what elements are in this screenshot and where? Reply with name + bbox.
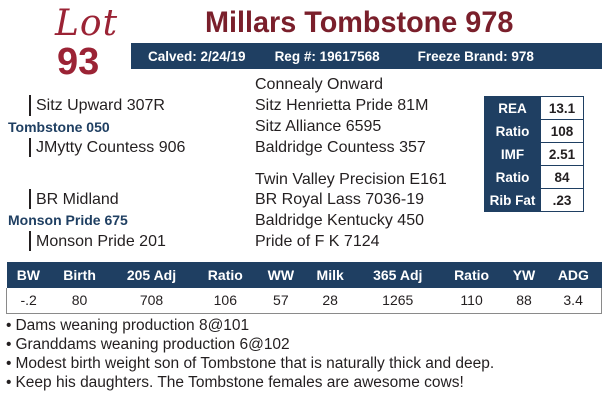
pedigree-line: [29, 138, 31, 157]
pedigree-ggs1: Connealy Onward: [255, 76, 384, 93]
epd-label: Ratio: [484, 119, 541, 143]
column-header: 205 Adj: [108, 262, 195, 288]
list-item: Modest birth weight son of Tombstone tha…: [6, 354, 602, 373]
column-header: YW: [502, 262, 546, 288]
table-cell: 57: [256, 288, 306, 314]
epd-label: REA: [484, 96, 541, 120]
table-cell: 106: [194, 288, 257, 314]
column-header: Ratio: [440, 262, 503, 288]
lot-label: Lot: [55, 3, 119, 44]
epd-label: Ratio: [484, 165, 541, 189]
pedigree-ggs3: Twin Valley Precision E161: [255, 171, 447, 188]
table-cell: 3.4: [545, 288, 603, 314]
epd-value: 13.1: [540, 96, 584, 120]
table-cell: 88: [502, 288, 546, 314]
epd-value: .23: [540, 188, 584, 212]
table-cell: -.2: [6, 288, 51, 314]
column-header: Milk: [305, 262, 356, 288]
pedigree-ggd1: Sitz Henrietta Pride 81M: [255, 97, 429, 114]
epd-label: Rib Fat: [484, 188, 541, 212]
pedigree-line: [29, 189, 31, 209]
table-cell: 110: [440, 288, 503, 314]
notes-list: Dams weaning production 8@101 Granddams …: [6, 316, 602, 392]
table-row: Ratio 84: [484, 165, 584, 189]
table-cell: 1265: [355, 288, 441, 314]
info-bar: Calved: 2/24/19 Reg #: 19617568 Freeze B…: [131, 43, 602, 69]
table-cell: 80: [50, 288, 109, 314]
list-item: Dams weaning production 8@101: [6, 316, 602, 335]
animal-name-title: Millars Tombstone 978: [205, 6, 514, 39]
performance-table: BW Birth 205 Adj Ratio WW Milk 365 Adj R…: [6, 262, 603, 314]
epd-value: 108: [540, 119, 584, 143]
pedigree-sire-of-dam: BR Midland: [36, 191, 119, 208]
list-item: Keep his daughters. The Tombstone female…: [6, 373, 602, 392]
column-header: ADG: [545, 262, 602, 288]
pedigree-ggd4: Pride of F K 7124: [255, 233, 380, 250]
pedigree-line: [29, 95, 31, 116]
pedigree-ggs2: Sitz Alliance 6595: [255, 118, 382, 135]
table-row: Ratio 108: [484, 119, 584, 143]
pedigree-line: [29, 231, 31, 251]
list-item: Granddams weaning production 6@102: [6, 335, 602, 354]
table-row: IMF 2.51: [484, 142, 584, 166]
pedigree-sire-of-sire: Sitz Upward 307R: [36, 97, 165, 114]
freeze-brand: Freeze Brand: 978: [417, 48, 534, 64]
pedigree-dam-of-dam: Monson Pride 201: [36, 233, 166, 250]
registration-number: Reg #: 19617568: [274, 48, 380, 64]
table-cell: 708: [108, 288, 195, 314]
calved-date: Calved: 2/24/19: [148, 48, 246, 64]
epd-value: 2.51: [540, 142, 584, 166]
column-header: 365 Adj: [355, 262, 441, 288]
column-header: WW: [256, 262, 306, 288]
pedigree-dam-of-sire: JMytty Countess 906: [36, 139, 186, 156]
epd-label: IMF: [484, 142, 541, 166]
pedigree-ggd3: BR Royal Lass 7036-19: [255, 191, 424, 208]
column-header: Ratio: [194, 262, 257, 288]
table-row: Rib Fat .23: [484, 188, 584, 212]
table-cell: 28: [305, 288, 356, 314]
pedigree-ggs4: Baldridge Kentucky 450: [255, 212, 424, 229]
column-header: BW: [6, 262, 51, 288]
pedigree-ggd2: Baldridge Countess 357: [255, 139, 426, 156]
lot-number: 93: [57, 41, 100, 83]
pedigree-dam: Monson Pride 675: [8, 212, 128, 228]
table-header-row: BW Birth 205 Adj Ratio WW Milk 365 Adj R…: [6, 262, 602, 288]
table-row: REA 13.1: [484, 96, 584, 120]
column-header: Birth: [50, 262, 109, 288]
pedigree-sire: Tombstone 050: [8, 119, 110, 135]
carcass-epd-table: REA 13.1 Ratio 108 IMF 2.51 Ratio 84 Rib Fat…: [484, 96, 584, 212]
epd-value: 84: [540, 165, 584, 189]
table-row: -.2 80 708 106 57 28 1265 110 88 3.4: [6, 288, 603, 314]
